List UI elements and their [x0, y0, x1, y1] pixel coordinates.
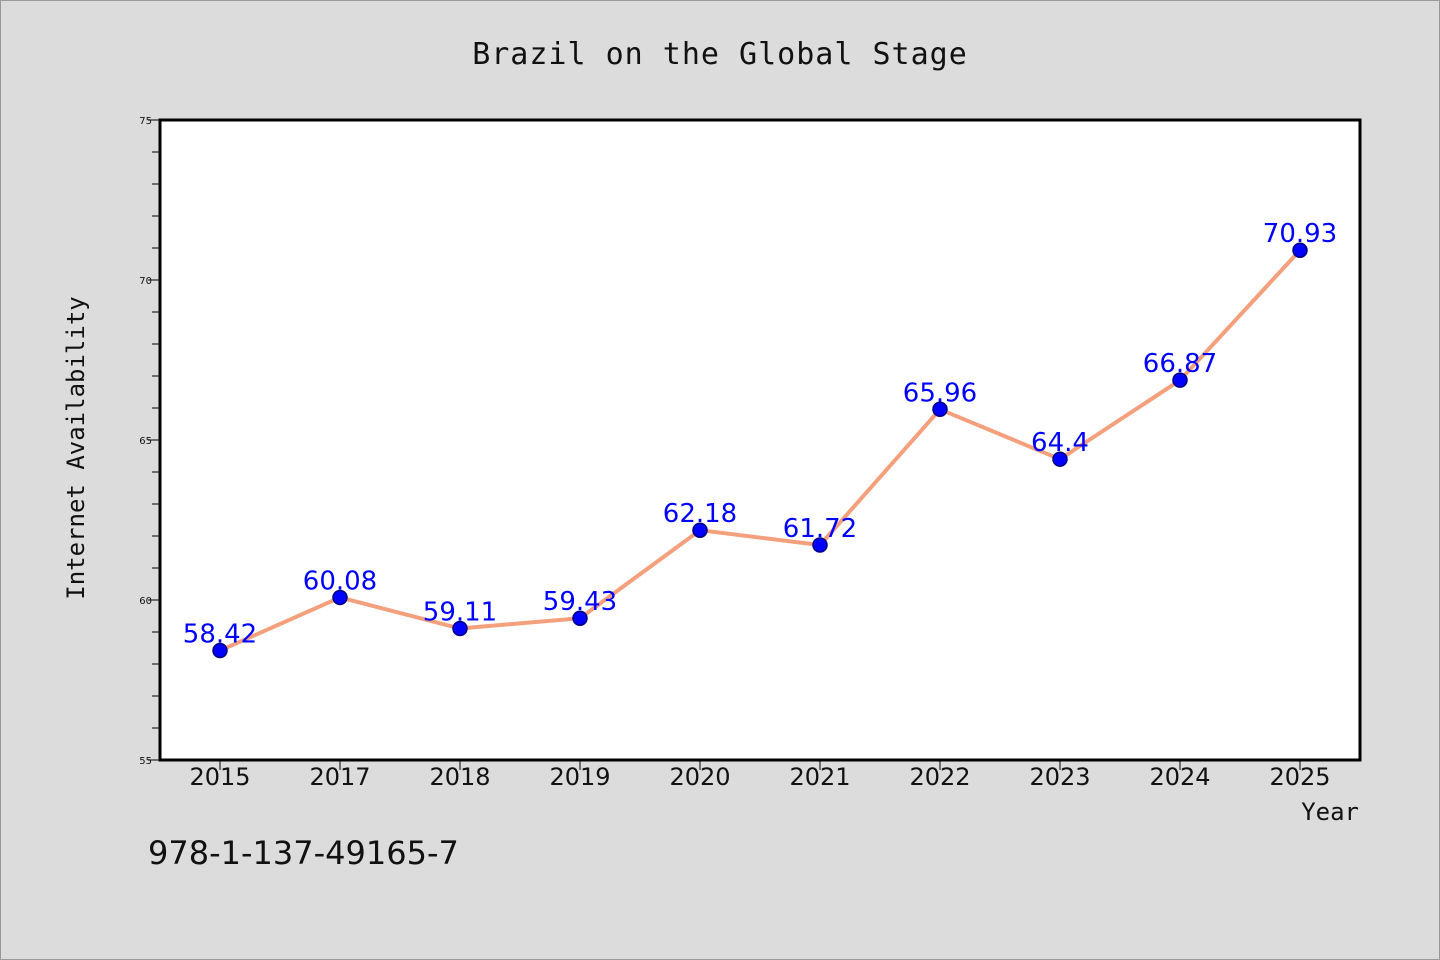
y-tick-label: 75 — [139, 116, 152, 127]
y-axis-label: Internet Availability — [62, 296, 90, 599]
chart-title: Brazil on the Global Stage — [472, 37, 968, 72]
data-label: 64.4 — [1031, 428, 1089, 458]
y-tick-label: 55 — [139, 756, 152, 767]
isbn-footnote: 978-1-137-49165-7 — [148, 834, 459, 872]
data-label: 60.08 — [303, 566, 377, 596]
data-labels: 58.42 60.08 59.11 59.43 62.18 61.72 65.96 64.4 6… — [183, 219, 1337, 649]
plot-frame — [158, 118, 1362, 762]
x-axis-label: Year — [1301, 798, 1359, 826]
x-tick-label: 2020 — [669, 763, 730, 791]
x-tick-label: 2022 — [909, 763, 970, 791]
x-tick-label: 2023 — [1029, 763, 1090, 791]
data-label: 58.42 — [183, 620, 257, 650]
data-label: 65.96 — [903, 378, 977, 408]
y-tick-label: 70 — [139, 276, 152, 287]
data-point — [1292, 242, 1308, 258]
data-point — [812, 537, 828, 553]
x-tick-label: 2018 — [429, 763, 490, 791]
data-label: 66.87 — [1143, 349, 1217, 379]
data-point — [1172, 372, 1188, 388]
x-tick-label: 2021 — [789, 763, 850, 791]
series-markers — [212, 242, 1308, 659]
data-label: 70.93 — [1263, 219, 1337, 249]
x-tick-label: 2024 — [1149, 763, 1210, 791]
x-tick-label: 2025 — [1269, 763, 1330, 791]
data-point — [452, 620, 468, 637]
data-point — [212, 642, 228, 659]
data-point — [932, 401, 948, 418]
data-point — [332, 589, 348, 606]
x-tick-label: 2015 — [189, 763, 250, 791]
data-label: 59.43 — [543, 587, 617, 617]
y-tick-label: 60 — [139, 596, 152, 607]
y-tick-label: 65 — [139, 436, 152, 447]
data-label: 62.18 — [663, 499, 737, 529]
data-point — [692, 522, 708, 538]
data-point — [572, 610, 588, 626]
data-point — [1052, 451, 1068, 467]
series-line — [219, 248, 1302, 653]
data-label: 61.72 — [783, 514, 857, 544]
x-tick-label: 2017 — [309, 763, 370, 791]
x-axis: 2015 2017 2018 2019 2020 2021 2022 2023 2024 2025 — [189, 760, 1331, 791]
x-tick-label: 2019 — [549, 763, 610, 791]
data-label: 59.11 — [423, 597, 497, 627]
plot-area — [160, 120, 1360, 760]
